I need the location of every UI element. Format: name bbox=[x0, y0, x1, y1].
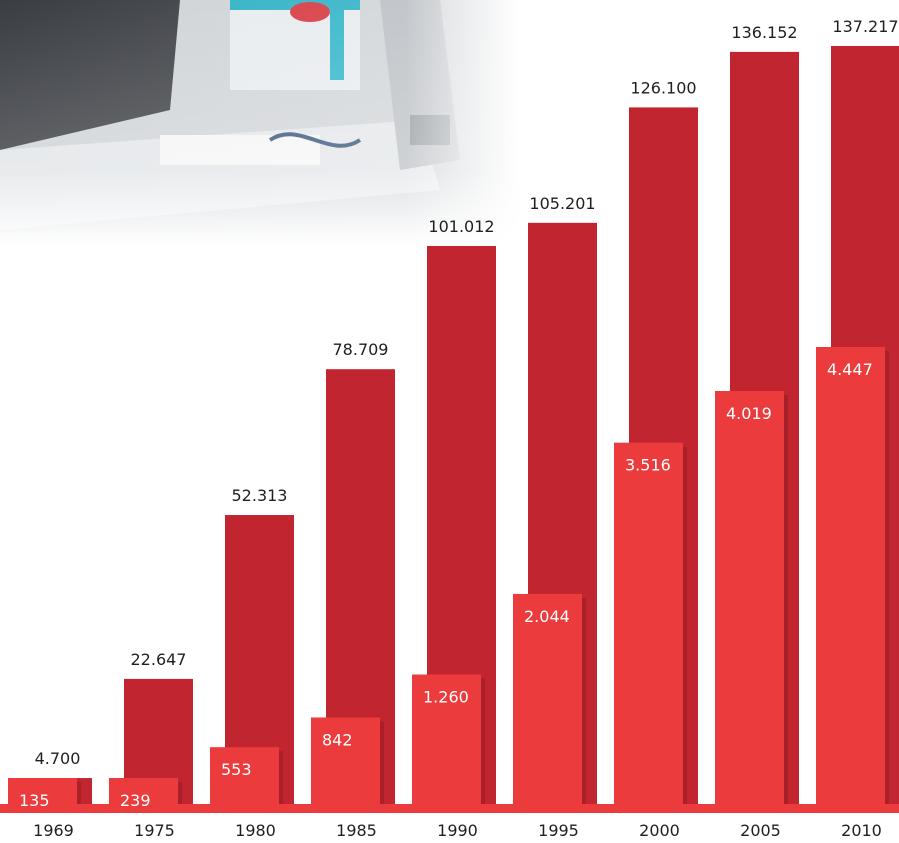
front-bars-layer bbox=[8, 347, 889, 808]
front-bar-2000 bbox=[614, 442, 683, 804]
front-value-label-2000: 3.516 bbox=[625, 456, 671, 475]
front-bar-1980 bbox=[210, 747, 279, 804]
back-value-label-1985: 78.709 bbox=[333, 340, 389, 359]
photo-illustration bbox=[0, 0, 520, 245]
labels-layer: 4.700 135 1969 22.647 239 1975 52.313 553 1980 78… bbox=[19, 17, 899, 840]
x-tick-label-1980: 1980 bbox=[235, 821, 276, 840]
background-photo bbox=[0, 0, 520, 249]
back-value-label-1975: 22.647 bbox=[131, 650, 187, 669]
back-value-label-2005: 136.152 bbox=[731, 23, 797, 42]
back-value-label-1995: 105.201 bbox=[529, 194, 595, 213]
front-value-label-1969: 135 bbox=[19, 791, 50, 810]
baseline-layer bbox=[0, 804, 899, 813]
front-value-label-1980: 553 bbox=[221, 760, 252, 779]
front-bar-2010 bbox=[816, 347, 885, 804]
front-value-label-1995: 2.044 bbox=[524, 607, 570, 626]
x-tick-label-1975: 1975 bbox=[134, 821, 175, 840]
front-bar-1969 bbox=[8, 778, 77, 804]
front-bar-2005 bbox=[715, 390, 784, 804]
x-tick-label-2000: 2000 bbox=[639, 821, 680, 840]
x-tick-label-1995: 1995 bbox=[538, 821, 579, 840]
front-bar-1975 bbox=[109, 778, 178, 804]
front-bar-1985 bbox=[311, 717, 380, 804]
front-value-label-1975: 239 bbox=[120, 791, 151, 810]
back-value-label-2000: 126.100 bbox=[630, 78, 696, 97]
x-tick-label-2010: 2010 bbox=[841, 821, 882, 840]
front-value-label-1990: 1.260 bbox=[423, 688, 469, 707]
x-tick-label-1985: 1985 bbox=[336, 821, 377, 840]
back-value-label-1980: 52.313 bbox=[232, 486, 288, 505]
front-value-label-2005: 4.019 bbox=[726, 404, 772, 423]
baseline-strip bbox=[0, 804, 899, 813]
x-tick-label-1990: 1990 bbox=[437, 821, 478, 840]
x-tick-label-1969: 1969 bbox=[33, 821, 74, 840]
front-value-label-1985: 842 bbox=[322, 730, 353, 749]
x-tick-label-2005: 2005 bbox=[740, 821, 781, 840]
back-value-label-1990: 101.012 bbox=[428, 217, 494, 236]
back-value-label-1969: 4.700 bbox=[35, 749, 81, 768]
front-bar-1995 bbox=[513, 593, 582, 804]
front-bar-1990 bbox=[412, 674, 481, 804]
back-value-label-2010: 137.217 bbox=[832, 17, 898, 36]
front-value-label-2010: 4.447 bbox=[827, 360, 873, 379]
